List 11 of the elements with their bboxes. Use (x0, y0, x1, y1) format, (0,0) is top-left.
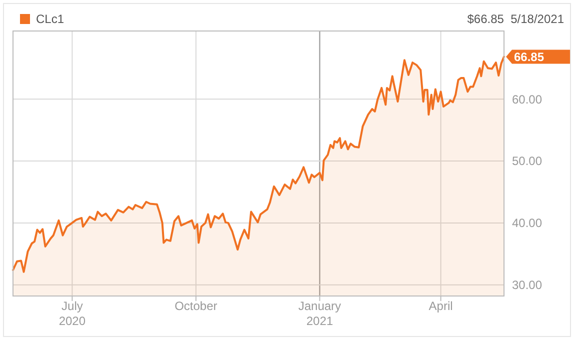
text: $66.85 5/18/2021 (467, 12, 564, 26)
legend-label: CLc1 (36, 12, 64, 26)
y-tick-label: 40.00 (512, 216, 542, 230)
y-tick-label: 60.00 (512, 92, 542, 106)
y-tick-label: 30.00 (512, 278, 542, 292)
x-tick-label: January 2021 (298, 299, 342, 328)
text: 66.85 (514, 50, 544, 64)
x-tick-label: July 2020 (58, 299, 86, 328)
y-tick-label: 50.00 (512, 154, 542, 168)
x-tick-label: October (174, 299, 218, 313)
x-tick-label: April (428, 299, 453, 313)
